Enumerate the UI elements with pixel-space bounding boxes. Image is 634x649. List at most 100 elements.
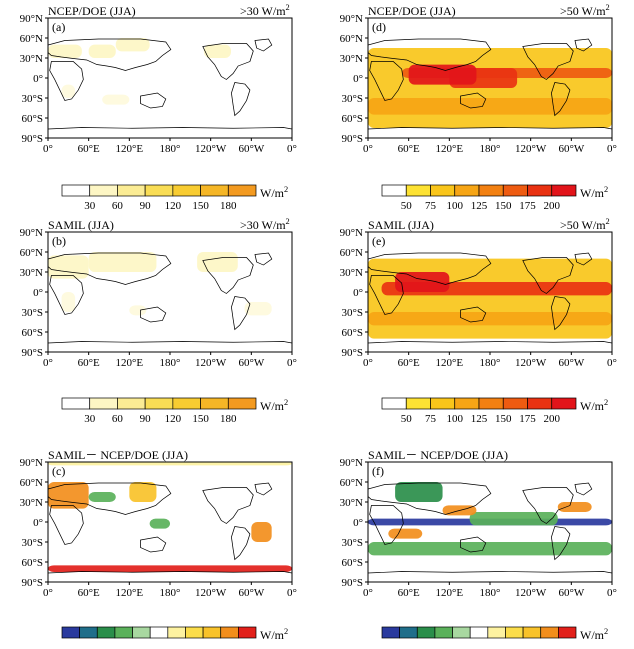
colorbar-swatch <box>227 184 257 197</box>
threshold-label-main: >30 W/m <box>240 4 286 18</box>
colorbar-swatch <box>487 626 506 639</box>
colorbar-units-sup: 2 <box>284 627 288 636</box>
colorbar-swatch <box>405 397 431 410</box>
threshold-label-sup: 2 <box>286 3 290 12</box>
colorbar-swatch <box>200 397 229 410</box>
panel-label: (a) <box>52 20 65 34</box>
lat-tick-label: 30°N <box>340 53 363 65</box>
colorbar-units: W/m2 <box>580 185 608 200</box>
colorbar-tick-label: 100 <box>447 200 464 212</box>
lat-tick-label: 60°S <box>21 113 43 125</box>
lat-tick-label: 0° <box>353 73 363 85</box>
panel-label: (b) <box>52 234 66 248</box>
panel-a: NCEP/DOE (JJA) >30 W/m2(a)90°N60°N30°N0°3… <box>20 3 297 212</box>
lon-tick-label: 0° <box>607 143 617 155</box>
colorbar-units: W/m2 <box>580 627 608 642</box>
colorbar-swatch <box>227 397 257 410</box>
colorbar-tick-label: 120 <box>165 413 182 425</box>
lon-tick-label: 120°W <box>515 587 547 599</box>
colorbar-units: W/m2 <box>260 185 288 200</box>
colorbar-tick-label: 200 <box>544 413 561 425</box>
panel-title: NCEP/DOE (JJA) <box>368 4 456 18</box>
colorbar: 50 75 100 125 150 175 200 W/m2 <box>381 184 608 212</box>
threshold-label-sup: 2 <box>606 3 610 12</box>
field-region <box>408 64 477 85</box>
field-region <box>115 38 150 52</box>
lat-tick-label: 0° <box>33 517 43 529</box>
lon-tick-label: 60°E <box>398 587 420 599</box>
colorbar-swatch <box>527 184 553 197</box>
lon-tick-label: 120°W <box>195 357 227 369</box>
lon-tick-label: 60°E <box>78 587 100 599</box>
lat-tick-label: 30°S <box>21 537 43 549</box>
lat-tick-label: 60°N <box>340 477 363 489</box>
panel-title: NCEP/DOE (JJA) <box>48 4 136 18</box>
field-region <box>368 312 612 326</box>
lon-tick-label: 120°W <box>515 143 547 155</box>
lat-tick-label: 60°N <box>340 247 363 259</box>
colorbar-tick-label: 175 <box>519 413 536 425</box>
lat-tick-label: 0° <box>33 73 43 85</box>
colorbar-units-main: W/m <box>260 399 285 413</box>
lon-tick-label: 120°W <box>515 357 547 369</box>
lat-tick-label: 30°S <box>21 93 43 105</box>
panel-label: (f) <box>372 464 384 478</box>
lat-tick-label: 90°N <box>340 13 363 25</box>
field-region <box>102 94 130 105</box>
field-region <box>149 81 157 92</box>
colorbar-swatch <box>185 626 204 639</box>
lon-tick-label: 60°W <box>558 143 584 155</box>
lat-tick-label: 0° <box>353 517 363 529</box>
lon-tick-label: 0° <box>43 143 53 155</box>
panel-title: SAMIL－ NCEP/DOE (JJA) <box>368 448 508 462</box>
field-layer <box>48 462 292 572</box>
lat-tick-label: 60°S <box>341 113 363 125</box>
lat-tick-label: 30°S <box>341 93 363 105</box>
field-region <box>368 542 612 556</box>
colorbar-units-sup: 2 <box>604 627 608 636</box>
lon-tick-label: 120°E <box>436 587 464 599</box>
colorbar-units-sup: 2 <box>284 185 288 194</box>
colorbar-tick-label: 180 <box>220 413 237 425</box>
field-layer <box>48 38 272 105</box>
lon-tick-label: 60°W <box>238 357 264 369</box>
field-region <box>251 91 272 98</box>
colorbar-swatch <box>502 184 528 197</box>
lat-tick-label: 60°S <box>21 557 43 569</box>
colorbar-swatch <box>220 626 239 639</box>
map-background <box>48 18 292 138</box>
colorbar-tick-label: 150 <box>495 413 512 425</box>
colorbar-swatch <box>144 184 174 197</box>
panel-b: SAMIL (JJA) >30 W/m2(b)90°N60°N30°N0°30°S… <box>20 217 297 425</box>
lon-tick-label: 120°E <box>116 357 144 369</box>
lon-tick-label: 0° <box>287 143 297 155</box>
lon-tick-label: 60°E <box>398 357 420 369</box>
colorbar-swatch <box>172 184 201 197</box>
colorbar-tick-label: 200 <box>544 200 561 212</box>
panel-label: (d) <box>372 20 386 34</box>
lat-tick-label: 60°S <box>21 327 43 339</box>
field-region <box>88 252 157 272</box>
lon-tick-label: 0° <box>607 357 617 369</box>
field-region <box>395 272 450 292</box>
field-region <box>557 502 592 512</box>
lon-tick-label: 180° <box>480 357 501 369</box>
colorbar: -50-40-30-20-101020304050W/m2 <box>61 626 288 649</box>
lon-tick-label: 180° <box>160 587 181 599</box>
field-region <box>61 292 76 312</box>
lon-tick-label: 0° <box>607 587 617 599</box>
lon-tick-label: 0° <box>363 587 373 599</box>
colorbar-swatch <box>434 626 453 639</box>
field-region <box>149 518 170 529</box>
panel-c: SAMIL－ NCEP/DOE (JJA) (c) 90°N 60°N 30°N 0° 30… <box>20 448 297 649</box>
colorbar-swatch <box>172 397 201 410</box>
colorbar-tick-label: 150 <box>495 200 512 212</box>
colorbar-swatch <box>502 397 528 410</box>
colorbar-swatch <box>522 626 542 639</box>
colorbar-units-main: W/m <box>580 399 605 413</box>
lat-tick-label: 90°N <box>20 227 43 239</box>
lon-tick-label: 120°E <box>436 357 464 369</box>
lat-tick-label: 90°N <box>20 13 43 25</box>
panel-f: SAMIL－ NCEP/DOE (JJA) (f) 90°N 60°N 30°N 0° 30… <box>340 448 617 649</box>
colorbar-units-sup: 2 <box>604 398 608 407</box>
